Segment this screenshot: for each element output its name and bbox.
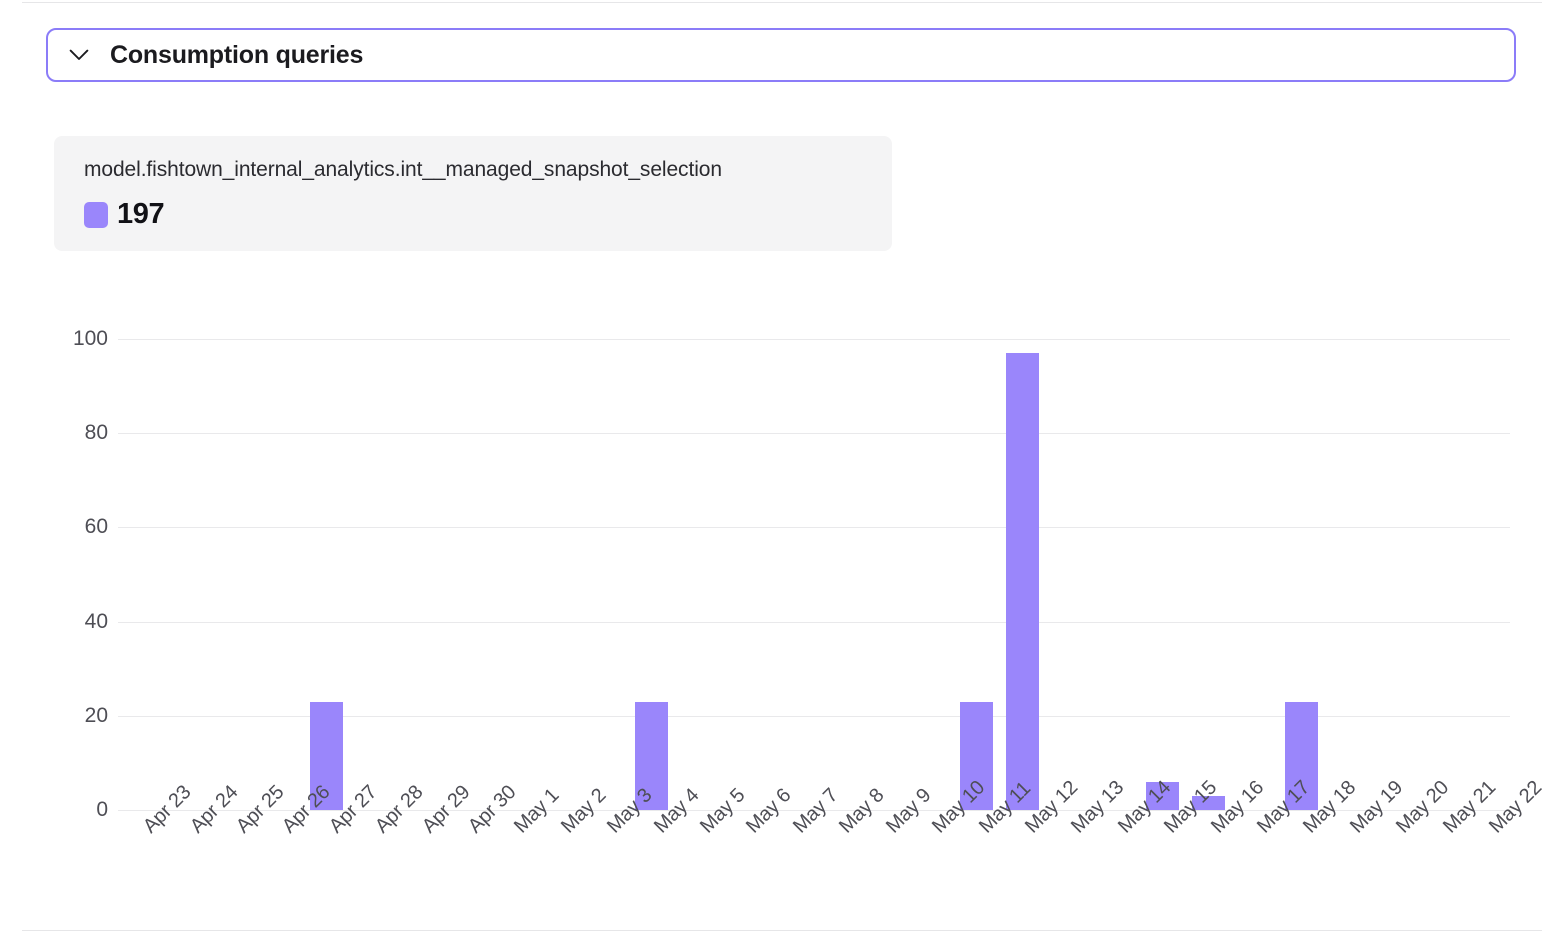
bar-slot[interactable]: [396, 339, 442, 810]
y-axis: 100 80 60 40 20 0: [0, 327, 108, 821]
tooltip-value: 197: [117, 198, 165, 230]
x-axis-slot: May 7: [768, 784, 842, 914]
bar-slot[interactable]: [1139, 339, 1185, 810]
bar-may-18[interactable]: [1284, 701, 1318, 810]
bar-slot[interactable]: [211, 339, 257, 810]
x-axis-slot: May 12: [1000, 776, 1082, 914]
x-axis-slot: May 8: [814, 784, 888, 914]
bar-slot[interactable]: [628, 339, 674, 810]
bar-slot[interactable]: [304, 339, 350, 810]
y-axis-tick-label: 0: [96, 798, 108, 821]
bar-slot[interactable]: [118, 339, 164, 810]
bar-slot[interactable]: [164, 339, 210, 810]
bar-may-15[interactable]: [1145, 781, 1179, 810]
bar-may-4[interactable]: [635, 701, 669, 810]
bar-slot[interactable]: [1278, 339, 1324, 810]
bar-slot[interactable]: [721, 339, 767, 810]
bar-slot[interactable]: [1185, 339, 1231, 810]
chart-tooltip: model.fishtown_internal_analytics.int__m…: [54, 136, 892, 251]
bar-slot[interactable]: [443, 339, 489, 810]
series-color-swatch: [84, 201, 108, 228]
bar-slot[interactable]: [953, 339, 999, 810]
x-axis-slot: May 21: [1417, 776, 1500, 914]
x-axis-slot: May 5: [675, 784, 749, 914]
consumption-bar-chart: 100 80 60 40 20 0 Apr 23 Apr 24 Apr 25 Apr 26 Apr…: [0, 300, 1564, 920]
bar-may-16[interactable]: [1192, 795, 1226, 810]
bar-may-12[interactable]: [1006, 353, 1040, 810]
x-axis-slot: May 16: [1185, 776, 1268, 914]
gridline: [118, 715, 1510, 717]
plot-area: [118, 339, 1510, 811]
bar-may-11[interactable]: [960, 701, 994, 810]
x-axis-slot: May 13: [1046, 776, 1128, 914]
x-axis-slot: May 11: [953, 778, 1035, 914]
bar-slot[interactable]: [1093, 339, 1139, 810]
bar-slot[interactable]: [675, 339, 721, 810]
top-divider: [22, 2, 1542, 3]
x-axis-slot: Apr 23: [118, 781, 195, 914]
x-axis-slot: May 9: [861, 784, 935, 914]
x-axis-slot: Apr 25: [211, 781, 288, 914]
gridline: [118, 621, 1510, 623]
x-axis-slot: May 1: [489, 784, 563, 914]
bar-slot[interactable]: [1325, 339, 1371, 810]
x-axis-slot: May 22: [1464, 776, 1546, 914]
bar-slot[interactable]: [1417, 339, 1463, 810]
x-axis-slot: Apr 27: [304, 781, 381, 914]
bar-slot[interactable]: [1000, 339, 1046, 810]
x-axis-slot: Apr 29: [396, 781, 474, 914]
page-title: Consumption queries: [110, 40, 364, 69]
y-axis-tick-label: 40: [84, 609, 108, 633]
x-axis-slot: Apr 30: [443, 781, 520, 914]
bar-series: [118, 339, 1510, 810]
x-axis-slot: May 14: [1093, 776, 1175, 914]
tooltip-value-row: 197: [84, 198, 866, 231]
y-axis-tick-label: 100: [72, 327, 108, 350]
x-axis-slot: May 6: [721, 784, 795, 914]
x-axis-slot: May 19: [1325, 776, 1407, 914]
bar-slot[interactable]: [536, 339, 582, 810]
x-axis-slot: Apr 28: [350, 781, 427, 914]
bar-slot[interactable]: [257, 339, 303, 810]
x-axis-slot: May 2: [536, 784, 610, 914]
bar-slot[interactable]: [582, 339, 628, 810]
x-axis-slot: May 17: [1232, 776, 1314, 914]
bottom-divider: [22, 930, 1542, 931]
x-axis-slot: May 15: [1139, 776, 1221, 914]
x-axis-slot: May 10: [907, 776, 989, 914]
bar-apr-27[interactable]: [310, 701, 344, 810]
bar-slot[interactable]: [1464, 339, 1510, 810]
bar-slot[interactable]: [768, 339, 814, 810]
x-axis-slot: Apr 24: [164, 781, 242, 914]
gridline: [118, 527, 1510, 529]
bar-slot[interactable]: [489, 339, 535, 810]
bar-slot[interactable]: [1371, 339, 1417, 810]
x-axis-slot: May 20: [1371, 776, 1453, 914]
x-axis-slot: May 4: [628, 784, 703, 914]
y-axis-tick-label: 20: [84, 703, 108, 727]
bar-slot[interactable]: [907, 339, 953, 810]
chevron-down-icon[interactable]: [62, 38, 96, 72]
bar-slot[interactable]: [350, 339, 396, 810]
section-header-consumption-queries[interactable]: Consumption queries: [46, 28, 1516, 82]
bar-slot[interactable]: [1232, 339, 1278, 810]
x-axis-slot: Apr 26: [257, 781, 334, 914]
x-axis-slot: May 18: [1278, 776, 1360, 914]
y-axis-tick-label: 80: [84, 421, 108, 445]
tooltip-series-label: model.fishtown_internal_analytics.int__m…: [84, 158, 722, 181]
gridline: [118, 810, 1510, 811]
x-axis: Apr 23 Apr 24 Apr 25 Apr 26 Apr 27 Apr 28 Apr …: [118, 776, 1546, 914]
x-axis-slot: May 3: [582, 784, 656, 914]
gridline: [118, 339, 1510, 340]
y-axis-tick-label: 60: [84, 515, 108, 539]
bar-slot[interactable]: [1046, 339, 1092, 810]
bar-slot[interactable]: [814, 339, 860, 810]
bar-slot[interactable]: [861, 339, 907, 810]
gridline: [118, 433, 1510, 435]
